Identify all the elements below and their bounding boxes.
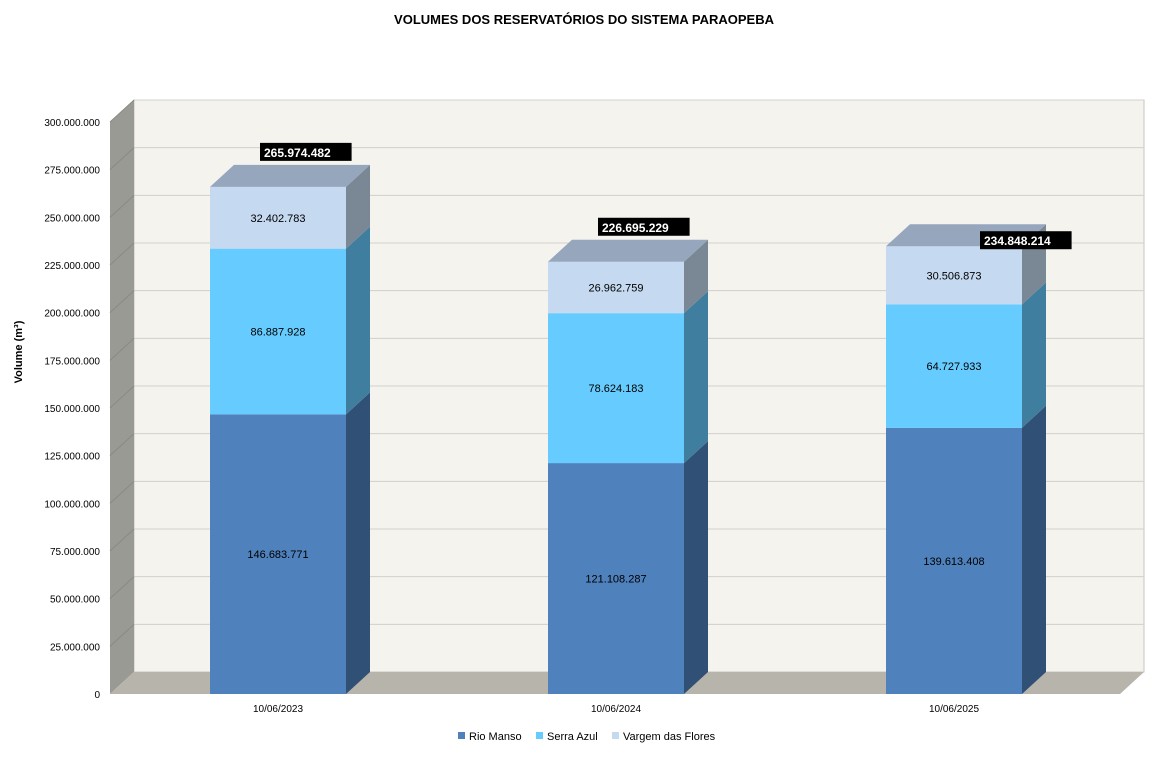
bar-segment <box>210 414 346 694</box>
bar-segment-side <box>346 226 370 415</box>
legend-swatch <box>612 732 619 739</box>
bar-segment-side <box>684 441 708 694</box>
bar-segment <box>548 463 684 694</box>
bar-segment <box>210 186 346 249</box>
legend: Rio Manso Serra Azul Vargem das Flores <box>458 731 716 743</box>
legend-swatch <box>458 732 465 739</box>
bar-segment-side <box>684 291 708 464</box>
gridline-side <box>109 337 135 361</box>
y-axis-label: Volume (m³) <box>13 320 25 383</box>
legend-label: Serra Azul <box>547 731 598 743</box>
total-label-bg <box>260 142 352 161</box>
bar-segment <box>548 313 684 464</box>
total-label-bg <box>598 217 690 236</box>
legend-item: Serra Azul <box>536 731 598 743</box>
segment-label: 86.887.928 <box>250 326 305 338</box>
y-tick-label: 25.000.000 <box>50 642 100 653</box>
y-tick-label: 275.000.000 <box>44 166 100 177</box>
y-tick-label: 125.000.000 <box>44 452 100 463</box>
gridline-side <box>109 242 135 266</box>
y-tick-label: 300.000.000 <box>44 118 100 129</box>
segment-label: 32.402.783 <box>250 213 305 225</box>
gridline-side <box>109 385 135 409</box>
bar-segment-side <box>1022 405 1046 694</box>
segment-label: 121.108.287 <box>585 574 646 586</box>
plot-area: 0 25.000.000 50.000.000 75.000.000 100.000.0… <box>44 99 1145 715</box>
bar-segment <box>210 248 346 415</box>
x-tick-label: 10/06/2024 <box>591 704 641 715</box>
gridline-side <box>109 480 135 504</box>
gridline-side <box>109 576 135 600</box>
bar-segment-side <box>1022 282 1046 428</box>
segment-label: 78.624.183 <box>588 383 643 395</box>
legend-item: Vargem das Flores <box>612 731 716 743</box>
chart-title: VOLUMES DOS RESERVATÓRIOS DO SISTEMA PAR… <box>394 12 775 27</box>
gridline-side <box>109 528 135 552</box>
gridline-side <box>109 99 135 123</box>
y-tick-label: 100.000.000 <box>44 499 100 510</box>
y-tick-label: 50.000.000 <box>50 595 100 606</box>
segment-label: 139.613.408 <box>923 556 984 568</box>
gridline-side <box>109 623 135 647</box>
total-label: 234.848.214 <box>984 234 1051 248</box>
total-label: 265.974.482 <box>264 146 331 160</box>
segment-label: 30.506.873 <box>926 270 981 282</box>
y-tick-label: 250.000.000 <box>44 213 100 224</box>
bar-segment-side <box>684 239 708 314</box>
gridline-side <box>109 194 135 218</box>
segment-label: 26.962.759 <box>588 282 643 294</box>
bar-segment <box>886 246 1022 305</box>
x-tick-label: 10/06/2025 <box>929 704 979 715</box>
legend-item: Rio Manso <box>458 731 522 743</box>
legend-label: Vargem das Flores <box>623 731 716 743</box>
y-tick-label: 0 <box>94 690 100 701</box>
bar-segment <box>886 304 1022 428</box>
bar-segment-side <box>346 392 370 694</box>
bar-top <box>210 164 370 187</box>
segment-label: 64.727.933 <box>926 361 981 373</box>
bar-segment <box>548 261 684 314</box>
y-tick-label: 175.000.000 <box>44 356 100 367</box>
x-tick-label: 10/06/2023 <box>253 704 303 715</box>
y-tick-label: 150.000.000 <box>44 404 100 415</box>
segment-label: 146.683.771 <box>247 549 308 561</box>
y-tick-label: 200.000.000 <box>44 309 100 320</box>
y-tick-label: 225.000.000 <box>44 261 100 272</box>
gridline-side <box>109 147 135 171</box>
legend-swatch <box>536 732 543 739</box>
gridline-side <box>109 433 135 457</box>
bar-top <box>548 239 708 262</box>
bar-segment <box>886 427 1022 694</box>
gridline-side <box>109 290 135 314</box>
total-label: 226.695.229 <box>602 221 669 235</box>
total-label-bg <box>980 231 1072 250</box>
legend-label: Rio Manso <box>469 731 522 743</box>
y-tick-label: 75.000.000 <box>50 547 100 558</box>
bar-segment-side <box>346 164 370 249</box>
